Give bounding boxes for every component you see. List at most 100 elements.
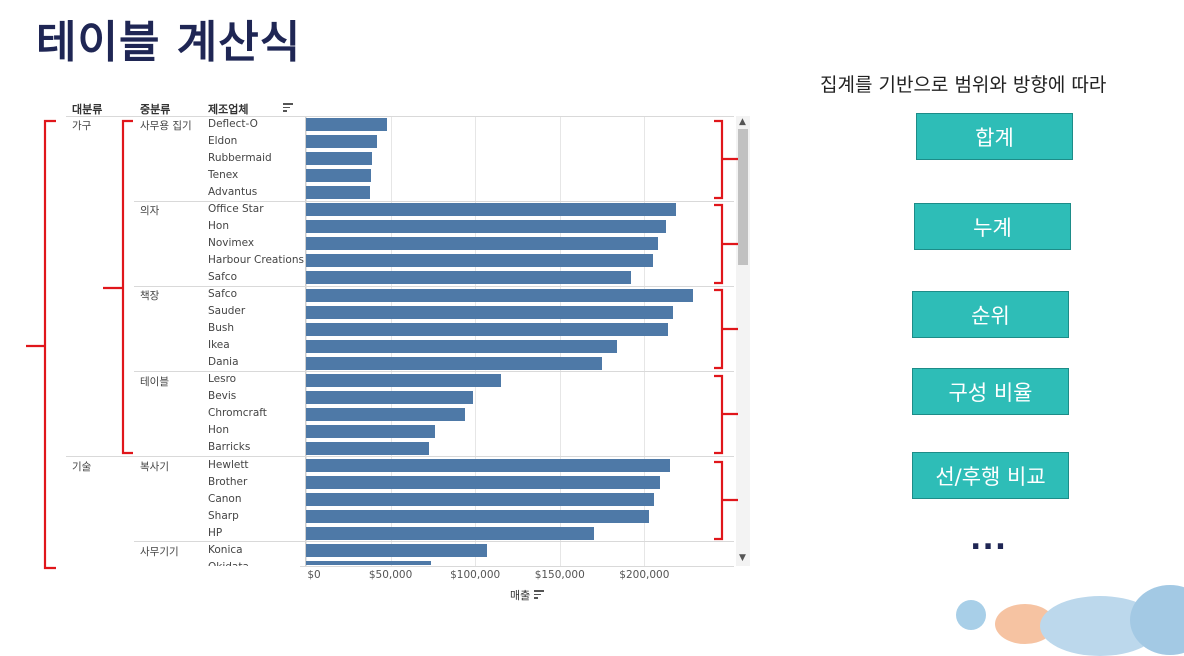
sales-bar[interactable] [306, 271, 631, 285]
subcategory-label-tables: 테이블 [140, 376, 169, 388]
sales-bar[interactable] [306, 339, 618, 353]
manufacturer-label: Office Star [208, 202, 264, 215]
sales-bar[interactable] [306, 152, 372, 166]
sales-bar[interactable] [306, 373, 501, 387]
manufacturer-label: Brother [208, 475, 248, 488]
manufacturer-label: Sauder [208, 305, 246, 318]
sales-bar[interactable] [306, 459, 670, 472]
decor-circle-small [956, 600, 986, 630]
x-tick-label: $200,000 [619, 569, 670, 581]
sales-bar[interactable] [306, 407, 466, 421]
slide-subtitle: 집계를 기반으로 범위와 방향에 따라 [820, 74, 1107, 96]
manufacturer-label: Tenex [208, 168, 239, 181]
subcategory-label-machines: 사무기기 [140, 546, 179, 558]
sales-bar[interactable] [306, 424, 435, 438]
sales-bar[interactable] [306, 135, 378, 149]
sales-bar[interactable] [306, 203, 677, 217]
sales-bar[interactable] [306, 186, 371, 200]
header-category: 대분류 [72, 103, 103, 116]
sales-bar[interactable] [306, 118, 388, 131]
sales-bar[interactable] [306, 493, 655, 507]
scrollbar-thumb[interactable] [738, 129, 748, 265]
running-total-button[interactable]: 누계 [914, 203, 1071, 250]
bracket-category-furniture [26, 119, 56, 570]
manufacturer-label: Barricks [208, 441, 251, 454]
manufacturer-label: Safco [208, 270, 237, 283]
sales-bar[interactable] [306, 169, 372, 183]
sales-bar[interactable] [306, 390, 474, 404]
manufacturer-label: Safco [208, 288, 237, 300]
manufacturer-label: HP [208, 526, 223, 539]
sales-bar[interactable] [306, 356, 603, 370]
x-tick-label: $0 [307, 569, 321, 581]
manufacturer-label: Bush [208, 322, 234, 335]
sales-bar[interactable] [306, 220, 667, 234]
manufacturer-label: Canon [208, 492, 242, 505]
sales-bar[interactable] [306, 254, 653, 268]
manufacturer-label: Sharp [208, 509, 239, 522]
manufacturer-label: Chromcraft [208, 407, 267, 420]
bracket-group-4 [714, 374, 738, 455]
scroll-up-icon[interactable]: ▲ [739, 117, 746, 127]
manufacturer-label: Lesro [208, 373, 237, 386]
sales-bar[interactable] [306, 544, 487, 558]
sales-bar[interactable] [306, 237, 658, 251]
group-separator [66, 456, 734, 457]
manufacturer-label: Hewlett [208, 458, 249, 471]
manufacturer-label: Bevis [208, 390, 237, 403]
header-subcategory: 중분류 [140, 103, 171, 116]
scroll-down-icon[interactable]: ▼ [739, 553, 746, 563]
category-label-technology: 기술 [72, 461, 92, 473]
gridline [644, 116, 646, 566]
group-separator [134, 541, 734, 542]
y-axis-line [305, 116, 306, 566]
manufacturer-label: Ikea [208, 339, 230, 352]
sales-bar[interactable] [306, 561, 432, 565]
group-separator [134, 201, 734, 202]
manufacturer-label: Advantus [208, 185, 258, 198]
manufacturer-label: Hon [208, 424, 229, 437]
subcategory-label-bookcases: 책장 [140, 290, 160, 302]
sum-button[interactable]: 합계 [916, 113, 1073, 160]
manufacturer-label: Dania [208, 356, 239, 369]
subcategory-label-chairs: 의자 [140, 205, 160, 217]
slide-title: 테이블 계산식 [36, 17, 302, 68]
bracket-group-2 [714, 203, 738, 285]
sales-bar[interactable] [306, 510, 650, 524]
group-separator [134, 286, 734, 287]
rank-button[interactable]: 순위 [912, 291, 1069, 338]
sales-bar[interactable] [306, 288, 694, 302]
axis-sort-icon[interactable] [534, 590, 544, 599]
bracket-subcategory-furniture [103, 119, 133, 455]
manufacturer-label: Konica [208, 543, 243, 556]
bracket-annotations [26, 119, 738, 570]
sales-bar[interactable] [306, 476, 660, 490]
header-manufacturer: 제조업체 [208, 103, 249, 116]
bracket-group-5 [714, 460, 738, 541]
category-label-furniture: 가구 [72, 120, 92, 132]
lead-lag-compare-button[interactable]: 선/후행 비교 [912, 452, 1069, 499]
x-tick-label: $100,000 [450, 569, 501, 581]
subcategory-label-copiers: 복사기 [140, 461, 169, 473]
x-axis-title: 매출 [510, 589, 531, 602]
manufacturer-label: Eldon [208, 134, 238, 147]
sort-icon[interactable] [283, 103, 293, 112]
manufacturer-label: Harbour Creations [208, 253, 304, 266]
manufacturer-label: Okidata [208, 561, 249, 567]
sales-bar[interactable] [306, 322, 669, 336]
x-tick-label: $150,000 [534, 569, 585, 581]
sales-bar[interactable] [306, 441, 430, 455]
manufacturer-label: Novimex [208, 236, 255, 249]
sales-bar[interactable] [306, 527, 594, 541]
x-tick-label: $50,000 [368, 569, 413, 581]
sales-bar[interactable] [306, 305, 674, 319]
percent-of-total-button[interactable]: 구성 비율 [912, 368, 1069, 415]
subcategory-label-office-furnishings: 사무용 집기 [140, 120, 192, 132]
bracket-group-1 [714, 119, 738, 200]
manufacturer-label: Rubbermaid [208, 151, 272, 164]
manufacturer-label: Hon [208, 219, 229, 232]
group-separator [134, 371, 734, 372]
x-axis-line [300, 566, 734, 567]
manufacturer-label: Deflect-O [208, 117, 258, 130]
bracket-group-3 [714, 288, 738, 370]
